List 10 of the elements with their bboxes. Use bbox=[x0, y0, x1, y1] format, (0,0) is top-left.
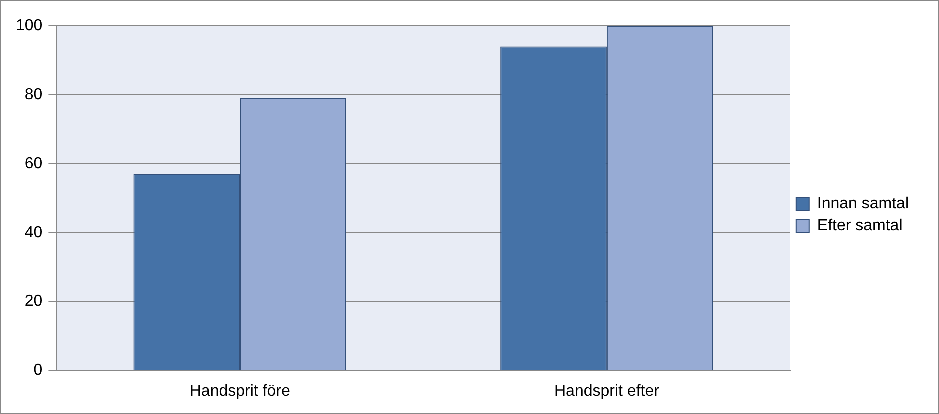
y-tick-label: 80 bbox=[24, 86, 43, 104]
y-tick-label: 60 bbox=[24, 155, 43, 172]
x-tick-label: Handsprit före bbox=[190, 382, 290, 400]
y-tick-label: 100 bbox=[16, 17, 43, 34]
legend-label: Efter samtal bbox=[817, 217, 903, 234]
x-tick-label: Handsprit efter bbox=[554, 382, 660, 400]
y-tick-label: 20 bbox=[24, 293, 43, 310]
y-tick-label: 40 bbox=[24, 224, 43, 242]
legend-label: Innan samtal bbox=[817, 195, 909, 212]
y-tick-label: 0 bbox=[34, 362, 43, 380]
